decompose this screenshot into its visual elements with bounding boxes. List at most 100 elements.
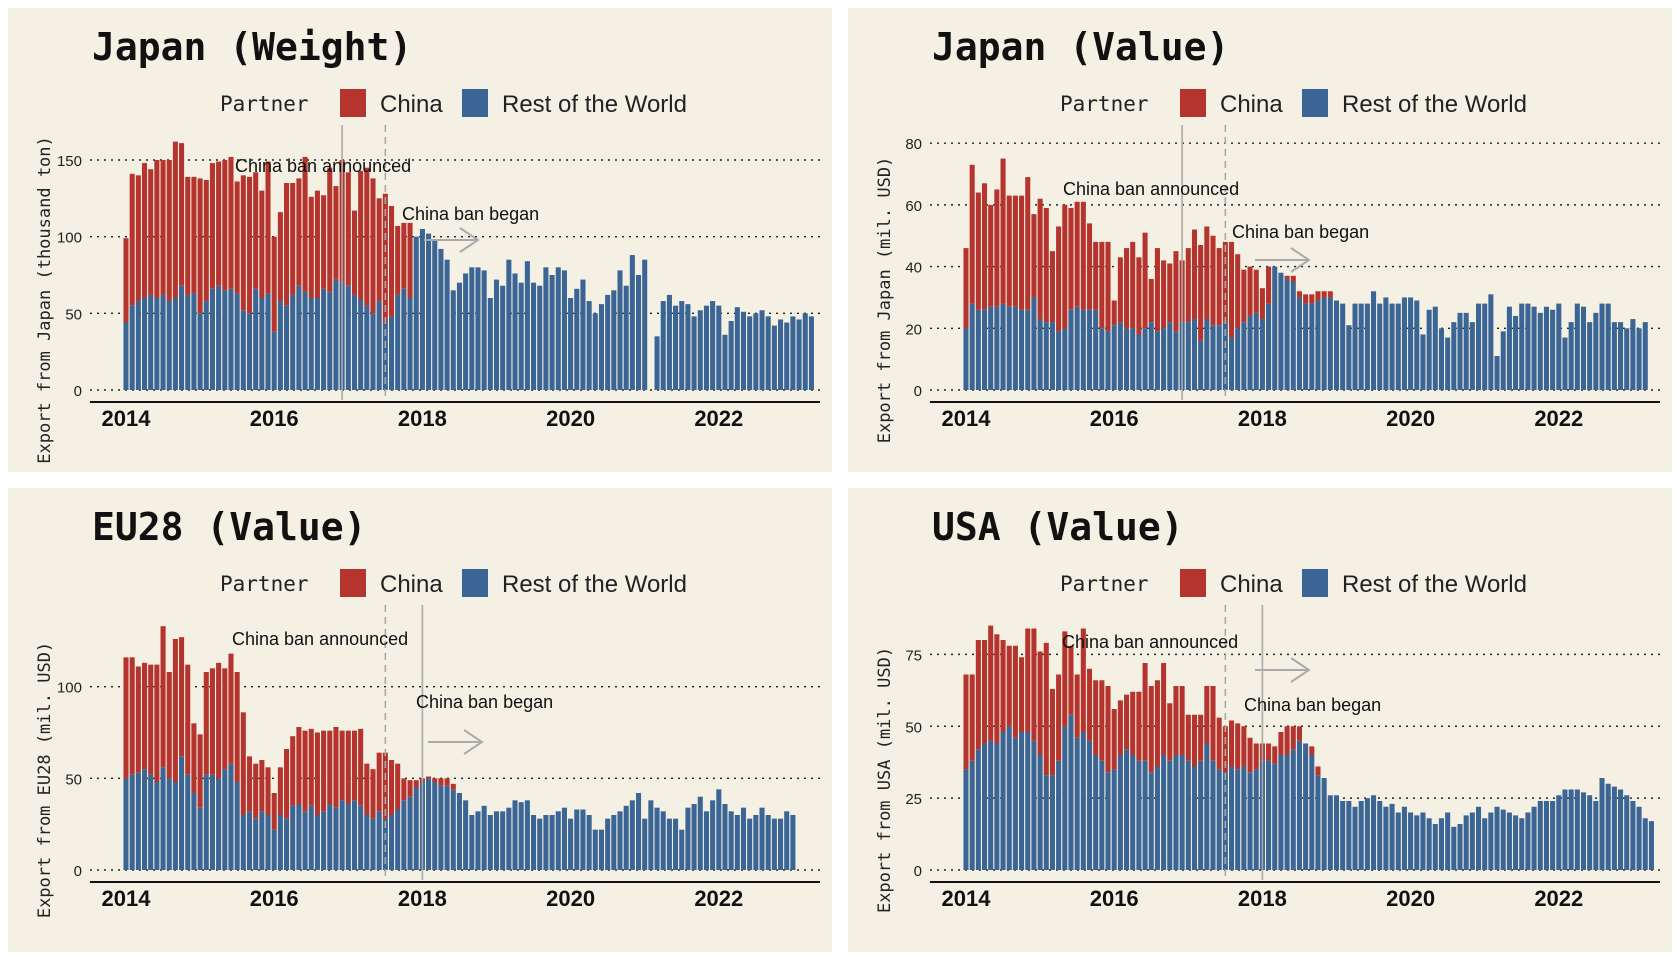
- bar-rest-of-world: [1124, 328, 1130, 390]
- bar-china: [259, 760, 265, 812]
- x-tick-label: 2018: [398, 886, 447, 911]
- bar-rest-of-world: [1556, 303, 1562, 390]
- bar-china: [401, 778, 407, 801]
- bar-china: [395, 763, 401, 810]
- bar-rest-of-world: [216, 778, 222, 870]
- bar-rest-of-world: [1340, 801, 1346, 870]
- bar-rest-of-world: [1630, 801, 1636, 870]
- bar-rest-of-world: [506, 807, 512, 870]
- bar-rest-of-world: [321, 811, 327, 870]
- bar-rest-of-world: [771, 325, 777, 390]
- bar-rest-of-world: [481, 270, 487, 390]
- bar-rest-of-world: [358, 805, 364, 870]
- bar-rest-of-world: [1543, 801, 1549, 870]
- bar-china: [185, 176, 191, 295]
- bar-china: [203, 179, 209, 302]
- bar-china: [1198, 244, 1204, 341]
- bar-rest-of-world: [135, 301, 141, 390]
- bar-china: [314, 732, 320, 815]
- bar-rest-of-world: [994, 743, 1000, 870]
- bar-rest-of-world: [203, 774, 209, 870]
- bar-china: [1216, 248, 1222, 326]
- bar-rest-of-world: [1395, 812, 1401, 870]
- bar-china: [1216, 717, 1222, 770]
- bar-rest-of-world: [1185, 760, 1191, 870]
- bar-rest-of-world: [1161, 328, 1167, 390]
- bar-china: [1006, 195, 1012, 307]
- bar-china: [179, 143, 185, 286]
- bar-rest-of-world: [456, 282, 462, 390]
- legend-swatch: [462, 569, 488, 597]
- bar-china: [1049, 688, 1055, 776]
- bar-china: [1173, 251, 1179, 332]
- bar-rest-of-world: [1630, 319, 1636, 390]
- bar-rest-of-world: [1389, 803, 1395, 870]
- bar-rest-of-world: [1611, 322, 1617, 390]
- bar-rest-of-world: [179, 756, 185, 870]
- bar-rest-of-world: [1618, 789, 1624, 870]
- bar-rest-of-world: [988, 740, 994, 870]
- y-tick-label: 20: [905, 321, 922, 338]
- bar-rest-of-world: [1445, 337, 1451, 390]
- bar-rest-of-world: [537, 285, 543, 390]
- bar-rest-of-world: [666, 818, 672, 870]
- bar-rest-of-world: [623, 805, 629, 870]
- bar-china: [246, 176, 253, 314]
- bar-china: [1099, 680, 1105, 761]
- bar-rest-of-world: [592, 829, 598, 870]
- bar-rest-of-world: [1438, 328, 1445, 390]
- bar-china: [234, 672, 240, 782]
- bar-rest-of-world: [574, 809, 580, 870]
- bar-china: [1309, 746, 1315, 755]
- bar-rest-of-world: [666, 294, 672, 390]
- bar-rest-of-world: [333, 807, 339, 870]
- bar-rest-of-world: [1247, 772, 1253, 870]
- bar-rest-of-world: [475, 267, 481, 390]
- bar-china: [191, 176, 197, 294]
- x-tick-label: 2014: [942, 886, 992, 911]
- bar-rest-of-world: [1272, 266, 1278, 390]
- bar-rest-of-world: [1408, 812, 1414, 870]
- bar-rest-of-world: [1568, 789, 1574, 870]
- chart-panel: Japan (Weight) Partner China Rest of the Wo…: [8, 8, 832, 472]
- bar-china: [253, 763, 259, 819]
- bar-rest-of-world: [1148, 772, 1154, 870]
- bar-rest-of-world: [376, 811, 382, 870]
- x-tick-label: 2016: [1090, 886, 1139, 911]
- bar-china: [1068, 207, 1074, 310]
- bar-rest-of-world: [1340, 303, 1346, 390]
- bar-china: [444, 778, 450, 786]
- legend-swatch: [340, 569, 366, 597]
- bar-rest-of-world: [617, 811, 623, 870]
- bar-china: [1025, 628, 1031, 732]
- arrow-icon: [424, 227, 480, 253]
- x-tick-label: 2020: [546, 406, 595, 431]
- bar-china: [969, 164, 975, 304]
- bar-rest-of-world: [1130, 328, 1136, 390]
- bar-rest-of-world: [1587, 795, 1593, 870]
- bar-china: [988, 625, 994, 741]
- bar-rest-of-world: [1031, 297, 1037, 390]
- bar-rest-of-world: [277, 301, 283, 390]
- chart-panel: EU28 (Value) Partner China Rest of the Worl…: [8, 488, 832, 952]
- bar-china: [1130, 241, 1136, 329]
- y-tick-label: 150: [57, 153, 82, 170]
- bar-china: [994, 634, 1000, 744]
- bar-rest-of-world: [642, 818, 648, 870]
- bar-rest-of-world: [351, 294, 358, 390]
- bar-rest-of-world: [1154, 766, 1160, 870]
- bar-rest-of-world: [765, 815, 771, 870]
- bar-rest-of-world: [1543, 306, 1549, 390]
- annotation-label: China ban announced: [235, 156, 411, 176]
- bar-rest-of-world: [1321, 778, 1327, 870]
- bar-china: [284, 183, 290, 306]
- bar-rest-of-world: [493, 811, 500, 870]
- bar-rest-of-world: [277, 815, 283, 870]
- bar-rest-of-world: [531, 282, 537, 390]
- chart-title: USA (Value): [932, 505, 1184, 549]
- bar-rest-of-world: [1327, 297, 1333, 390]
- bar-rest-of-world: [753, 313, 759, 390]
- x-tick-label: 2022: [694, 886, 743, 911]
- bar-china: [123, 657, 129, 779]
